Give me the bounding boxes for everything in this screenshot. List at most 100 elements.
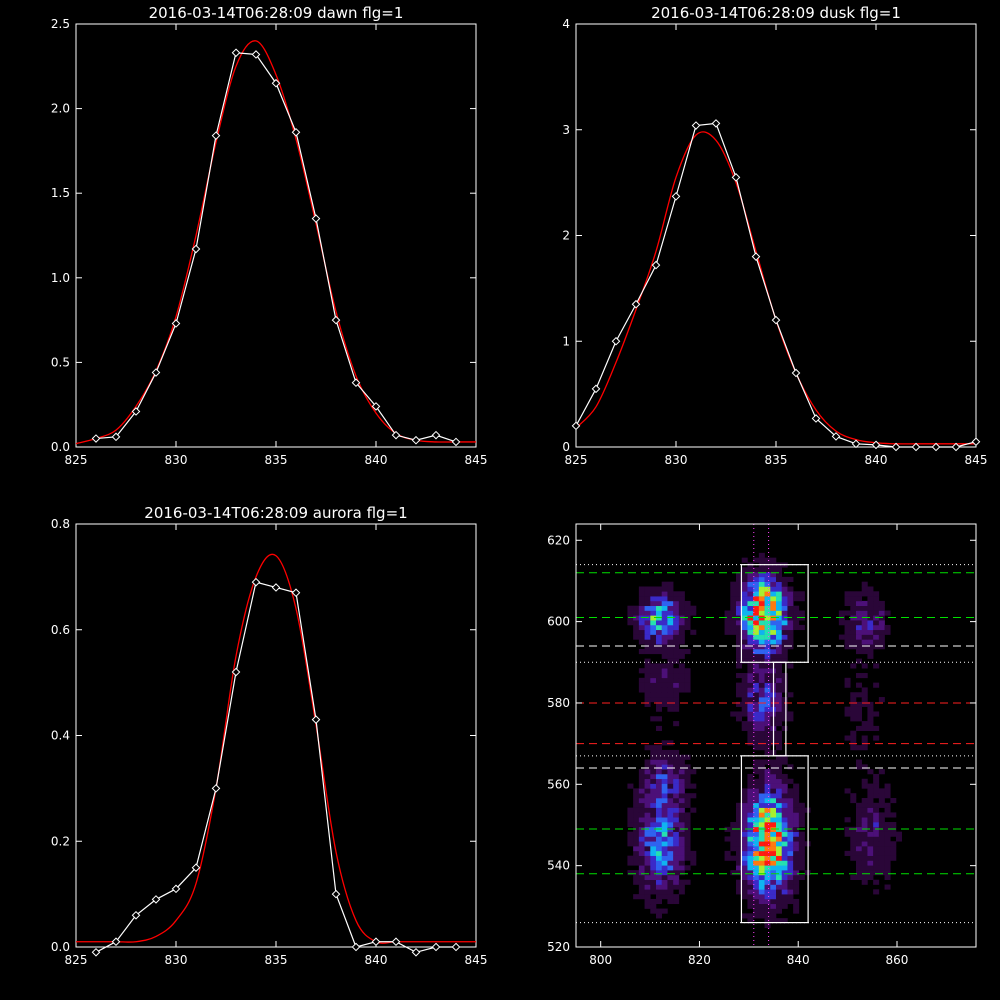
heatmap-cell <box>878 865 885 871</box>
heatmap-cell <box>747 711 754 717</box>
heatmap-cell <box>781 841 788 847</box>
heatmap-cell <box>650 692 657 698</box>
data-point <box>291 127 301 137</box>
heatmap-cell <box>856 865 863 871</box>
heatmap-cell <box>656 778 663 784</box>
heatmap-cell <box>627 817 634 823</box>
heatmap-cell <box>764 894 771 900</box>
heatmap-cell <box>753 591 760 597</box>
heatmap-cell <box>644 812 651 818</box>
heatmap-cell <box>747 894 754 900</box>
heatmap-cell <box>770 591 777 597</box>
heatmap-cell <box>793 822 800 828</box>
heatmap-cell <box>776 615 783 621</box>
heatmap-cell <box>644 658 651 664</box>
heatmap-cell <box>770 913 777 919</box>
heatmap-cell <box>656 879 663 885</box>
heatmap-cell <box>781 620 788 626</box>
heatmap-cell <box>747 682 754 688</box>
heatmap-cell <box>667 764 674 770</box>
heatmap-cell <box>656 841 663 847</box>
heatmap-cell <box>690 855 697 861</box>
heatmap-cell <box>758 552 765 558</box>
heatmap-cell <box>873 850 880 856</box>
heatmap-cell <box>776 855 783 861</box>
heatmap-cell <box>673 884 680 890</box>
heatmap-cell <box>878 769 885 775</box>
heatmap-cell <box>747 591 754 597</box>
heatmap-cell <box>764 653 771 659</box>
heatmap-cell <box>884 874 891 881</box>
heatmap-cell <box>661 639 668 645</box>
heatmap-cell <box>644 701 651 707</box>
heatmap-cell <box>673 615 680 621</box>
heatmap-cell <box>650 624 657 631</box>
data-point <box>271 583 281 592</box>
heatmap-cell <box>798 831 805 837</box>
heatmap-cell <box>724 615 731 621</box>
heatmap-cell <box>793 870 800 876</box>
heatmap-cell <box>650 826 657 832</box>
heatmap-cell <box>873 624 880 631</box>
data-point <box>151 895 161 904</box>
heatmap-cell <box>753 596 760 602</box>
heatmap-cell <box>873 783 880 789</box>
heatmap-cell <box>633 846 640 852</box>
heatmap-cell <box>753 735 760 741</box>
heatmap-cell <box>638 648 645 655</box>
heatmap-cell <box>741 788 748 794</box>
heatmap-cell <box>856 725 863 731</box>
heatmap-cell <box>650 788 657 794</box>
heatmap-cell <box>638 841 645 847</box>
heatmap-cell <box>661 812 668 818</box>
heatmap-cell <box>673 788 680 794</box>
heatmap-cell <box>690 860 697 866</box>
heatmap-cell <box>667 586 674 592</box>
heatmap-cell <box>776 591 783 597</box>
heatmap-cell <box>867 610 874 616</box>
heatmap-cell <box>764 836 771 842</box>
heatmap-cell <box>684 600 691 607</box>
heatmap-cell <box>770 610 777 616</box>
heatmap-cell <box>793 850 800 856</box>
heatmap-cell <box>741 673 748 679</box>
heatmap-cell <box>758 836 765 842</box>
heatmap-cell <box>661 836 668 842</box>
heatmap-cell <box>741 600 748 607</box>
heatmap-cell <box>747 846 754 852</box>
heatmap-cell <box>758 778 765 784</box>
heatmap-cell <box>867 822 874 828</box>
heatmap-cell <box>867 812 874 818</box>
heatmap-cell <box>798 817 805 823</box>
heatmap-cell <box>758 879 765 885</box>
heatmap-cell <box>884 846 891 852</box>
heatmap-cell <box>684 605 691 611</box>
heatmap-cell <box>661 831 668 837</box>
heatmap-cell <box>638 783 645 789</box>
heatmap-cell <box>678 865 685 871</box>
heatmap-cell <box>890 850 897 856</box>
heatmap-cell <box>787 711 794 717</box>
heatmap-cell <box>764 639 771 645</box>
heatmap-cell <box>730 711 737 717</box>
y-tick-label: 0.0 <box>51 940 70 954</box>
heatmap-cell <box>673 817 680 823</box>
heatmap-cell <box>787 778 794 784</box>
heatmap-cell <box>747 692 754 698</box>
heatmap-cell <box>753 581 760 587</box>
heatmap-cell <box>673 826 680 832</box>
heatmap-cell <box>667 600 674 607</box>
heatmap-cell <box>781 865 788 871</box>
heatmap-cell <box>684 673 691 679</box>
heatmap-cell <box>764 788 771 794</box>
heatmap-cell <box>661 668 668 674</box>
heatmap-cell <box>781 884 788 890</box>
data-point <box>431 430 441 440</box>
heatmap-cell <box>770 850 777 856</box>
heatmap-cell <box>787 639 794 645</box>
heatmap-cell <box>884 793 891 799</box>
heatmap-cell <box>678 773 685 780</box>
heatmap-cell <box>764 596 771 602</box>
heatmap-cell <box>896 836 903 842</box>
heatmap-cell <box>776 572 783 578</box>
